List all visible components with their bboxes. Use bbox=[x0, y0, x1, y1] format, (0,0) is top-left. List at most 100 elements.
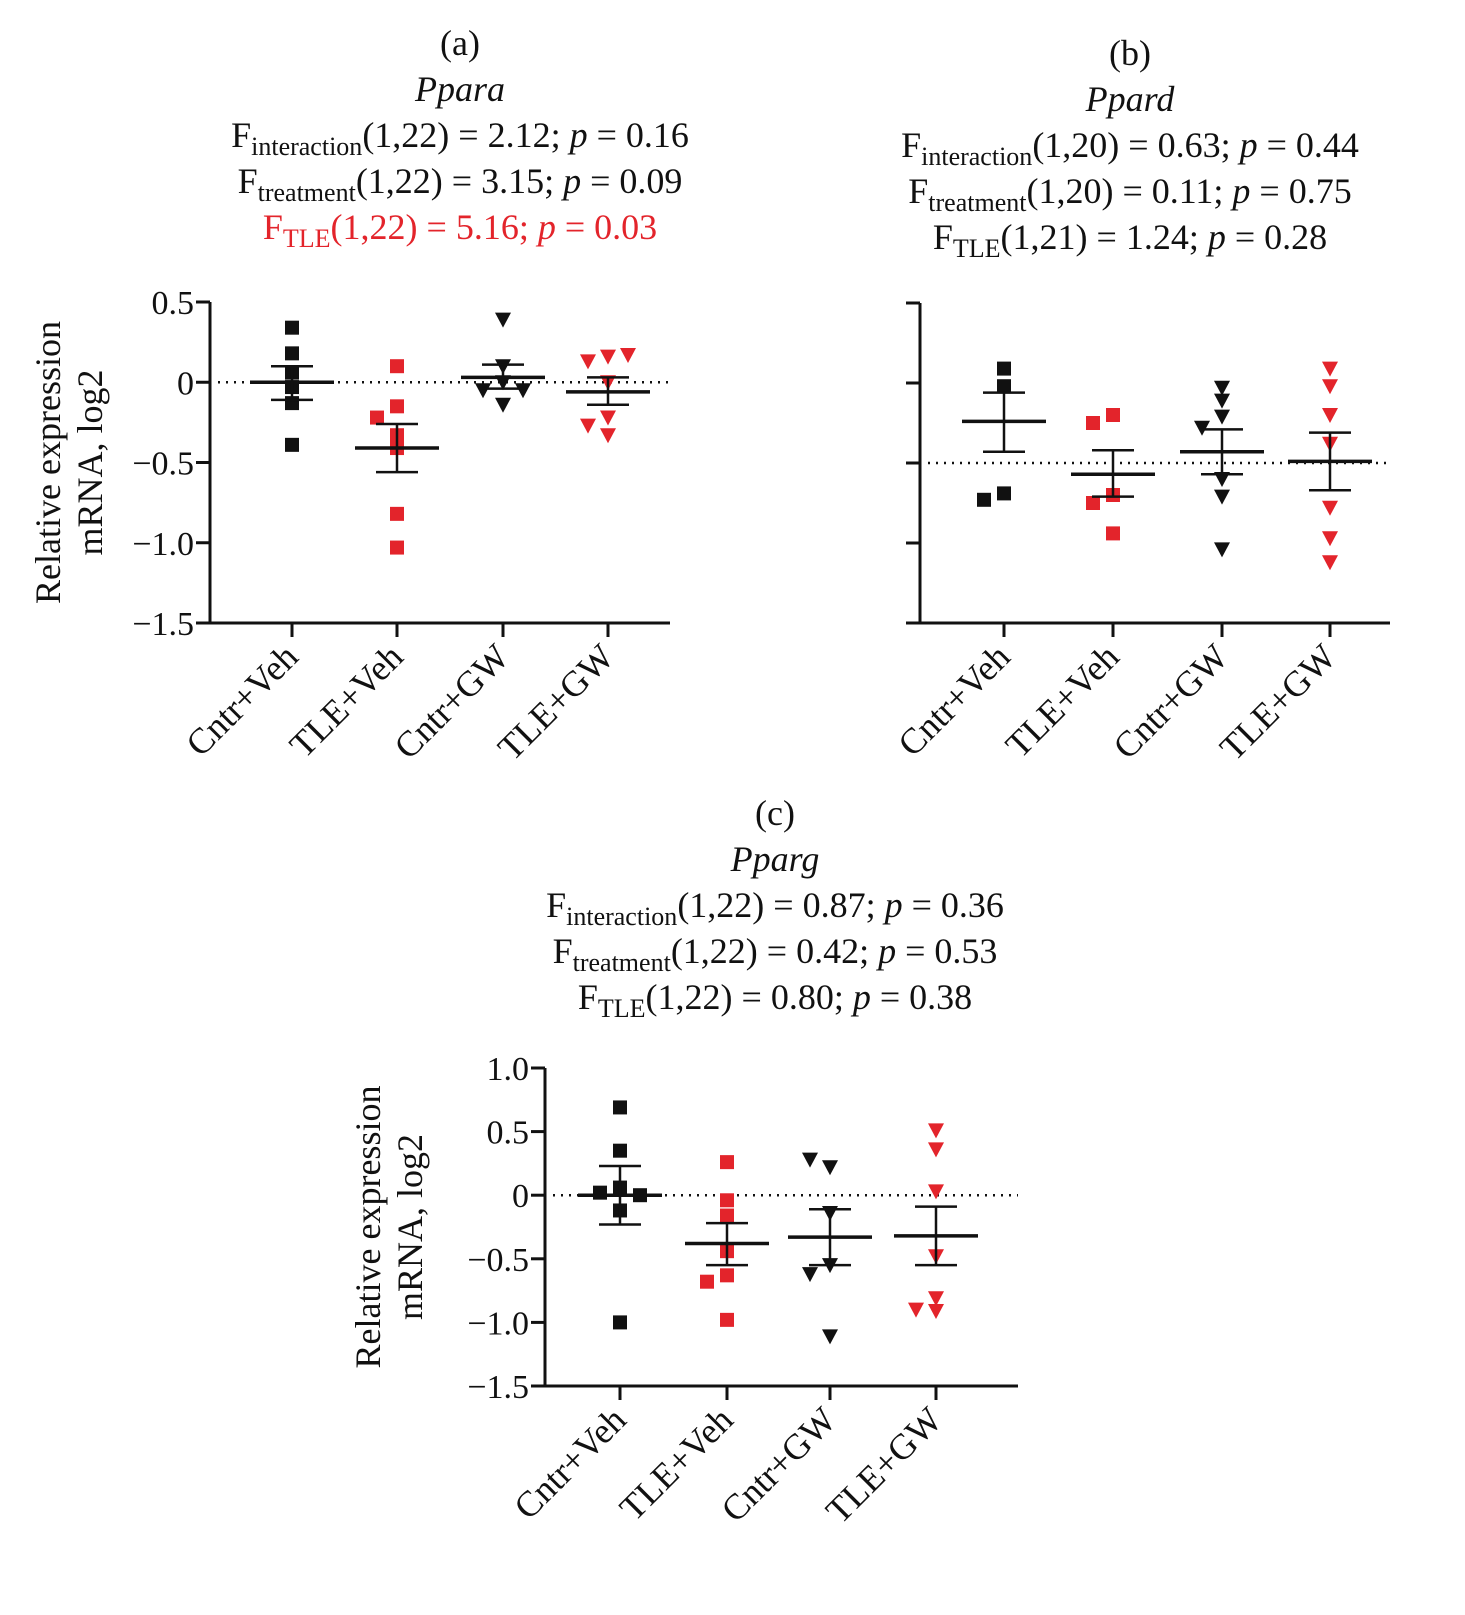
stat-subscript: interaction bbox=[251, 132, 363, 161]
panel-a-label: (a) bbox=[440, 23, 480, 63]
data-point-triangle bbox=[928, 1303, 944, 1319]
x-tick-label: Cntr+Veh bbox=[890, 636, 1017, 763]
data-point-square bbox=[720, 1155, 734, 1170]
data-point-triangle bbox=[600, 410, 616, 426]
panel-c-gene: Pparg bbox=[730, 839, 820, 879]
data-point-triangle bbox=[475, 383, 491, 399]
data-point-square bbox=[997, 379, 1011, 394]
data-point-square bbox=[285, 437, 299, 452]
stat-p-value: = 0.75 bbox=[1250, 171, 1352, 211]
stat-line-tle: FTLE(1,21) = 1.24; p = 0.28 bbox=[830, 214, 1430, 263]
data-point-triangle bbox=[620, 347, 636, 363]
data-point-square bbox=[1106, 526, 1120, 541]
data-point-triangle bbox=[822, 1160, 838, 1176]
stat-symbol: F bbox=[231, 115, 252, 155]
stat-p-value: = 0.36 bbox=[902, 885, 1004, 925]
stat-line-interaction: Finteraction(1,22) = 0.87; p = 0.36 bbox=[475, 882, 1075, 931]
data-point-square bbox=[1106, 408, 1120, 422]
stat-p-symbol: p bbox=[1239, 125, 1258, 165]
stat-p-value: = 0.28 bbox=[1225, 217, 1328, 257]
stat-symbol: F bbox=[932, 217, 953, 257]
stat-line-treatment: Ftreatment(1,22) = 3.15; p = 0.09 bbox=[160, 158, 760, 207]
stat-line-interaction: Finteraction(1,20) = 0.63; p = 0.44 bbox=[830, 122, 1430, 171]
series-tle-veh bbox=[355, 359, 439, 555]
stat-subscript: treatment bbox=[572, 948, 671, 977]
data-point-square bbox=[285, 346, 299, 361]
x-tick-label: TLE+GW bbox=[1212, 636, 1344, 768]
y-axis-label-line2: mRNA, log2 bbox=[70, 369, 110, 555]
series-tle-gw bbox=[894, 1123, 978, 1319]
data-point-triangle bbox=[495, 397, 511, 413]
stat-p-value: = 0.44 bbox=[1257, 125, 1359, 165]
data-point-triangle bbox=[1214, 393, 1230, 409]
stat-p-value: = 0.16 bbox=[587, 115, 689, 155]
data-point-triangle bbox=[802, 1152, 818, 1168]
stat-subscript: TLE bbox=[282, 224, 331, 253]
stat-line-interaction: Finteraction(1,22) = 2.12; p = 0.16 bbox=[160, 112, 760, 161]
data-point-triangle bbox=[1214, 472, 1230, 487]
y-tick-label: −1.0 bbox=[467, 1305, 529, 1342]
panel-b-gene: Ppard bbox=[1085, 79, 1175, 119]
panel-a-stats: Finteraction(1,22) = 2.12; p = 0.16 Ftrea… bbox=[160, 112, 760, 253]
data-point-triangle bbox=[1322, 555, 1338, 571]
panel-a-title: (a) Ppara Finteraction(1,22) = 2.12; p =… bbox=[160, 20, 760, 253]
stat-p-value: = 0.09 bbox=[581, 161, 683, 201]
data-point-triangle bbox=[822, 1329, 838, 1345]
panel-b-title: (b) Ppard Finteraction(1,20) = 0.63; p =… bbox=[830, 30, 1430, 263]
panel-b-stats: Finteraction(1,20) = 0.63; p = 0.44 Ftrea… bbox=[830, 122, 1430, 263]
data-point-square bbox=[390, 359, 404, 374]
data-point-triangle bbox=[1214, 380, 1230, 396]
stat-subscript: interaction bbox=[566, 902, 678, 931]
data-point-triangle bbox=[1322, 531, 1338, 547]
data-point-triangle bbox=[1214, 542, 1230, 558]
y-tick-label: −1.5 bbox=[467, 1369, 529, 1406]
y-tick-label: 1.0 bbox=[487, 1051, 530, 1088]
x-tick-label: TLE+GW bbox=[818, 1399, 950, 1531]
series-tle-veh bbox=[1071, 408, 1155, 541]
data-point-triangle bbox=[600, 428, 616, 444]
x-tick-label: Cntr+GW bbox=[1105, 636, 1235, 766]
data-point-square bbox=[390, 540, 404, 555]
stat-value: (1,20) = 0.11; bbox=[1026, 171, 1233, 211]
stat-value: (1,22) = 0.42; bbox=[670, 931, 879, 971]
series-tle-veh bbox=[685, 1155, 769, 1327]
data-point-triangle bbox=[1214, 409, 1230, 425]
data-point-square bbox=[720, 1193, 734, 1208]
stat-subscript: TLE bbox=[597, 994, 646, 1023]
series-cntr-gw bbox=[461, 312, 545, 413]
stat-subscript: treatment bbox=[257, 178, 356, 207]
panel-a-gene: Ppara bbox=[415, 69, 505, 109]
stat-p-value: = 0.53 bbox=[896, 931, 998, 971]
stat-subscript: interaction bbox=[921, 142, 1033, 171]
stat-p-symbol: p bbox=[537, 207, 556, 247]
data-point-triangle bbox=[928, 1291, 944, 1307]
data-point-square bbox=[1086, 496, 1100, 510]
data-point-triangle bbox=[515, 383, 531, 399]
stat-symbol: F bbox=[577, 977, 598, 1017]
data-point-square bbox=[390, 399, 404, 414]
stat-p-value: = 0.38 bbox=[870, 977, 973, 1017]
series-cntr-veh bbox=[962, 361, 1046, 507]
data-point-square bbox=[285, 320, 299, 335]
data-point-square bbox=[997, 361, 1011, 376]
stat-p-symbol: p bbox=[884, 885, 903, 925]
series-cntr-gw bbox=[1180, 380, 1264, 558]
stat-p-symbol: p bbox=[1232, 171, 1251, 211]
series-cntr-veh bbox=[578, 1100, 662, 1330]
stat-symbol: F bbox=[552, 931, 573, 971]
stat-line-treatment: Ftreatment(1,22) = 0.42; p = 0.53 bbox=[475, 928, 1075, 977]
data-point-triangle bbox=[928, 1184, 944, 1200]
data-point-triangle bbox=[495, 312, 511, 328]
stat-value: (1,21) = 1.24; bbox=[1000, 217, 1208, 257]
y-tick-label: 0.5 bbox=[152, 285, 195, 322]
y-tick-label: 0.5 bbox=[487, 1115, 530, 1152]
data-point-triangle bbox=[1322, 379, 1338, 395]
data-point-square bbox=[370, 410, 384, 425]
panel-c-title: (c) Pparg Finteraction(1,22) = 0.87; p =… bbox=[475, 790, 1075, 1023]
data-point-square bbox=[997, 486, 1011, 501]
stat-subscript: TLE bbox=[952, 234, 1001, 263]
data-point-triangle bbox=[600, 349, 616, 365]
x-tick-label: TLE+Veh bbox=[282, 636, 411, 765]
data-point-square bbox=[720, 1268, 734, 1283]
panel-a-plot: 0.50−1.0−1.5−0.5Cntr+VehTLE+VehCntr+GWTL… bbox=[28, 285, 670, 768]
